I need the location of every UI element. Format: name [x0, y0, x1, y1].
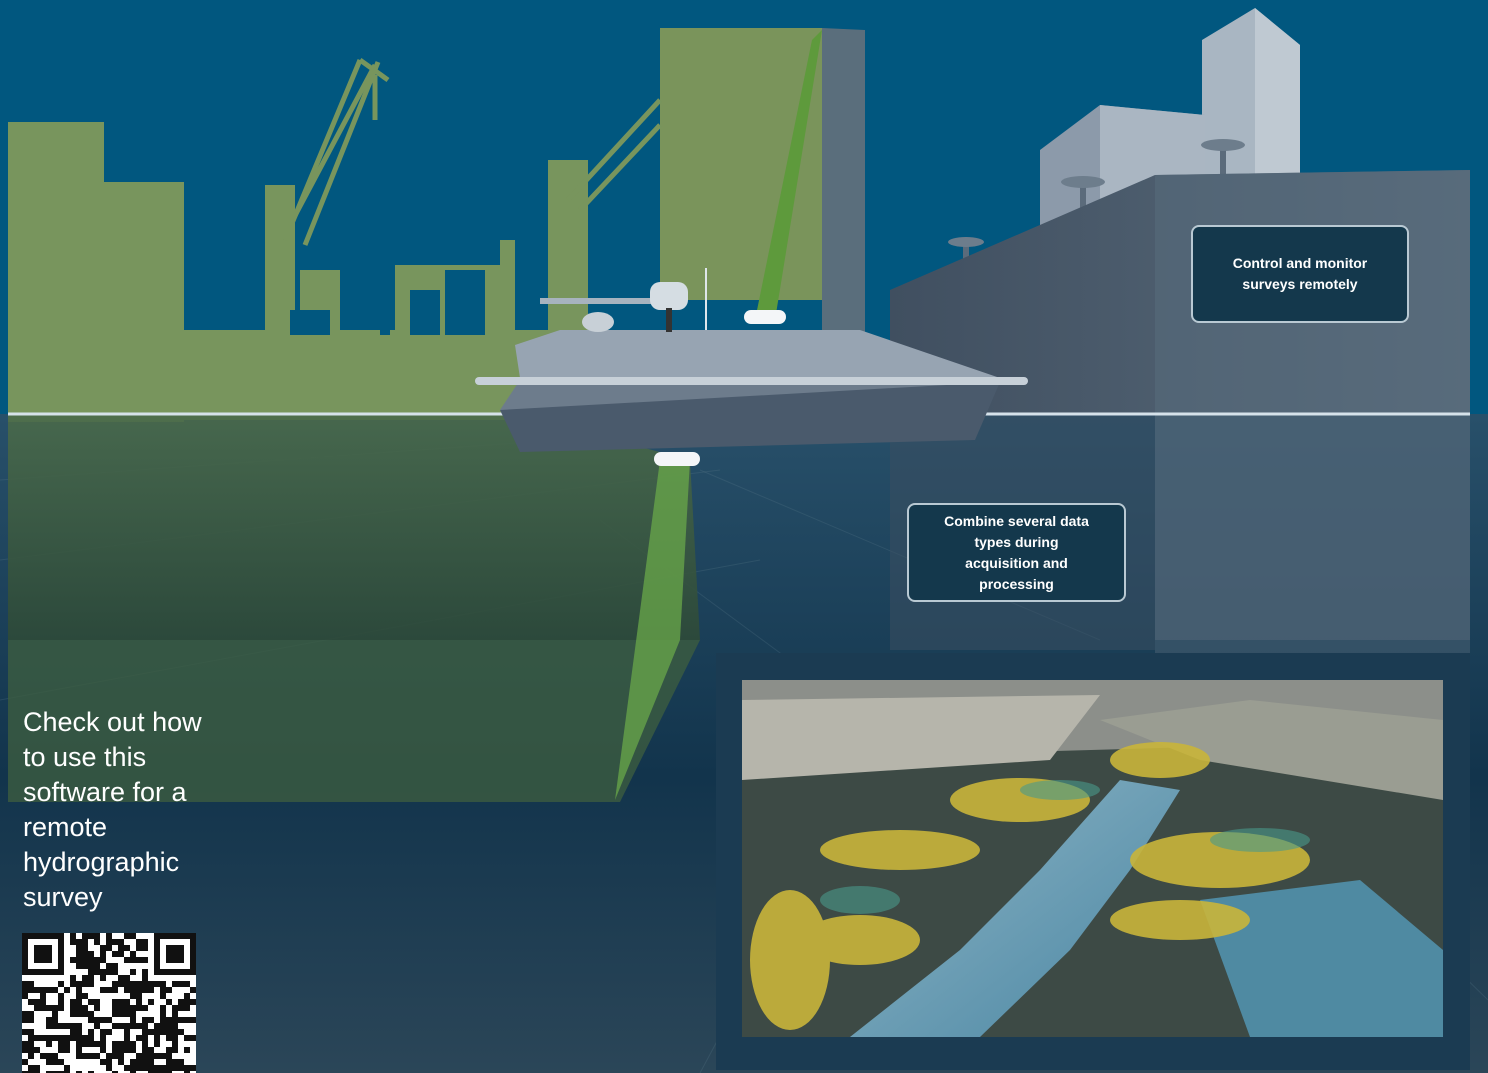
qr-code-icon[interactable]	[22, 933, 196, 1073]
survey-boat	[475, 268, 1028, 466]
crane-right	[566, 98, 662, 212]
cta-text: Check out how to use this software for a…	[23, 707, 202, 912]
sonar-beam	[615, 460, 690, 800]
crane-left	[282, 57, 390, 246]
underwater-green	[8, 415, 700, 640]
pointcloud-image	[742, 680, 1443, 1037]
callout-remote-control: Control and monitor surveys remotely	[1191, 225, 1409, 323]
callout-combine-data: Combine several data types during acquis…	[907, 503, 1126, 602]
